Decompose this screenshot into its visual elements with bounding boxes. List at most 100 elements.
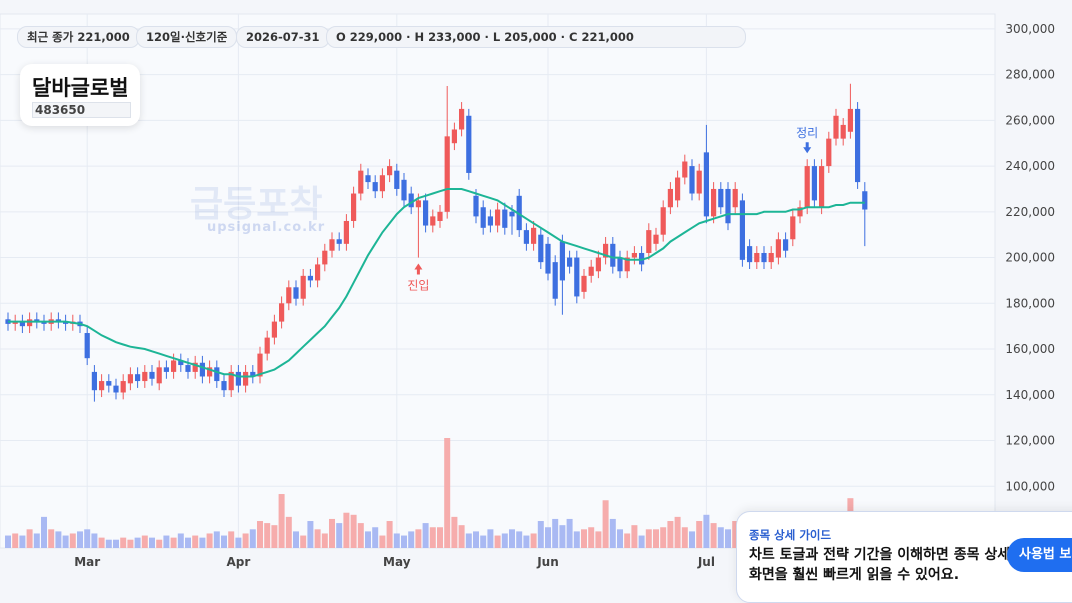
watermark: 급등포착 xyxy=(190,184,323,225)
candle-body xyxy=(315,264,321,281)
volume-bar xyxy=(437,527,443,548)
volume-bar xyxy=(444,438,451,548)
volume-bar xyxy=(264,523,271,548)
candle-body xyxy=(171,360,177,372)
volume-bar xyxy=(91,533,98,548)
candle-body xyxy=(761,252,767,263)
candle-body xyxy=(358,170,364,194)
volume-bar xyxy=(33,533,40,548)
candle-body xyxy=(617,257,623,272)
volume-bar xyxy=(300,535,307,548)
candle-body xyxy=(711,188,717,217)
candle-body xyxy=(675,177,681,201)
candle-body xyxy=(509,211,515,217)
candle-body xyxy=(27,319,33,327)
candle-body xyxy=(567,257,573,267)
candle-body xyxy=(351,193,357,221)
volume-bar xyxy=(393,533,400,548)
candle-body xyxy=(754,252,760,263)
candle-body xyxy=(113,385,119,393)
volume-bar xyxy=(696,521,703,548)
candle-body xyxy=(415,200,421,208)
candle-body xyxy=(142,371,148,382)
volume-bar xyxy=(530,533,537,548)
volume-bar xyxy=(257,521,263,548)
y-tick-label: 220,000 xyxy=(1005,205,1055,219)
guide-line: 차트 토글과 전략 기간을 이해하면 종목 상세 xyxy=(749,547,1011,563)
candle-body xyxy=(639,252,645,265)
candle-body xyxy=(473,195,479,217)
candle-body xyxy=(12,321,18,324)
candle-body xyxy=(343,220,349,244)
x-tick-label: Apr xyxy=(227,555,251,569)
candle-body xyxy=(106,381,112,386)
volume-bar xyxy=(386,521,393,548)
candle-body xyxy=(739,200,745,260)
volume-bar xyxy=(732,521,739,548)
volume-bar xyxy=(134,537,141,548)
volume-bar xyxy=(314,529,321,548)
y-tick-label: 120,000 xyxy=(1005,434,1055,448)
candle-body xyxy=(660,207,666,235)
guide-button[interactable]: 사용법 보기 xyxy=(1007,538,1072,572)
volume-bar xyxy=(350,514,357,548)
candle-body xyxy=(862,191,868,210)
candle-body xyxy=(437,211,443,221)
candle-body xyxy=(192,362,198,372)
candle-body xyxy=(610,243,616,267)
volume-bar xyxy=(501,533,508,548)
volume-bar xyxy=(494,535,501,548)
candle-body xyxy=(459,108,465,130)
y-tick-label: 180,000 xyxy=(1005,296,1055,310)
candle-body xyxy=(696,170,702,194)
volume-bar xyxy=(609,518,616,548)
volume-bar xyxy=(336,523,343,548)
y-tick-label: 160,000 xyxy=(1005,342,1055,356)
candle-body xyxy=(156,367,162,384)
volume-bar xyxy=(588,527,595,548)
volume-bar xyxy=(199,537,206,548)
candle-body xyxy=(811,166,817,201)
volume-bar xyxy=(113,539,119,548)
candle-body xyxy=(819,166,825,208)
volume-bar xyxy=(365,531,371,548)
volume-bar xyxy=(422,523,429,548)
x-tick-label: Jun xyxy=(536,555,559,569)
y-tick-label: 300,000 xyxy=(1005,22,1055,36)
guide-popup: 종목 상세 가이드 차트 토글과 전략 기간을 이해하면 종목 상세 화면을 훨… xyxy=(736,511,1072,603)
candle-body xyxy=(631,252,637,258)
volume-bar xyxy=(429,527,436,548)
y-tick-label: 200,000 xyxy=(1005,251,1055,265)
volume-bar xyxy=(602,500,609,548)
volume-bar xyxy=(5,535,11,548)
candle-body xyxy=(63,321,69,324)
volume-bar xyxy=(509,529,515,548)
candle-body xyxy=(127,374,133,384)
candle-body xyxy=(91,371,97,391)
volume-bar xyxy=(177,533,184,548)
candle-body xyxy=(495,209,501,226)
stock-name: 달바글로벌 xyxy=(32,76,129,100)
volume-bar xyxy=(480,535,487,548)
guide-line: 화면을 훨씬 빠르게 읽을 수 있어요. xyxy=(749,567,960,583)
y-tick-label: 240,000 xyxy=(1005,159,1055,173)
volume-bar xyxy=(372,527,379,548)
x-tick-label: May xyxy=(383,555,411,569)
entry-arrow xyxy=(414,263,423,275)
candle-body xyxy=(99,381,105,391)
candle-body xyxy=(243,371,249,386)
volume-bar xyxy=(149,537,155,548)
candle-body xyxy=(394,170,400,189)
candle-body xyxy=(322,250,328,265)
volume-bar xyxy=(278,494,285,548)
volume-bar xyxy=(689,531,695,548)
y-tick-label: 140,000 xyxy=(1005,388,1055,402)
candle-body xyxy=(552,262,558,299)
volume-bar xyxy=(559,525,566,548)
volume-bar xyxy=(645,529,652,548)
candle-body xyxy=(646,230,652,253)
volume-bar xyxy=(545,527,551,548)
moving-average xyxy=(8,188,865,378)
candle-body xyxy=(163,367,169,372)
chart: 100,000 120,000 140,000 160,000 180,000 200,0… xyxy=(0,13,1055,569)
